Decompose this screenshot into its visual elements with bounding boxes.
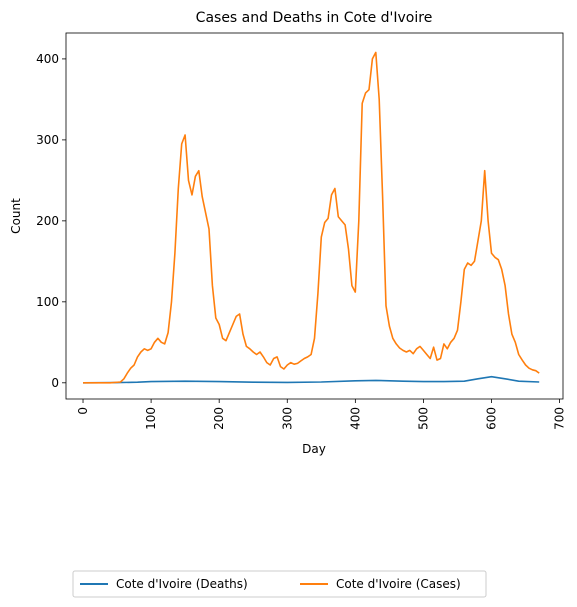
x-axis-label: Day <box>302 442 326 456</box>
legend: Cote d'Ivoire (Deaths) Cote d'Ivoire (Ca… <box>72 570 487 598</box>
chart-title: Cases and Deaths in Cote d'Ivoire <box>196 10 433 26</box>
y-tick-label: 400 <box>36 52 59 66</box>
x-tick-label: 600 <box>485 407 499 430</box>
y-axis-ticks: 0 100 200 300 400 <box>36 52 66 390</box>
series-layer <box>82 51 540 384</box>
series-line-0 <box>82 375 540 384</box>
y-tick-label: 100 <box>36 295 59 309</box>
legend-box <box>72 570 487 598</box>
legend-label-deaths: Cote d'Ivoire (Deaths) <box>116 577 248 591</box>
y-tick-label: 200 <box>36 214 59 228</box>
y-tick-label: 300 <box>36 133 59 147</box>
x-tick-label: 200 <box>212 407 226 430</box>
x-tick-label: 400 <box>348 407 362 430</box>
series-line-1 <box>83 51 540 384</box>
x-tick-label: 500 <box>416 407 430 430</box>
x-tick-label: 300 <box>280 407 294 430</box>
plot-frame <box>65 32 564 400</box>
legend-label-cases: Cote d'Ivoire (Cases) <box>336 577 461 591</box>
y-tick-label: 0 <box>51 376 59 390</box>
x-tick-label: 700 <box>553 407 567 430</box>
x-tick-label: 0 <box>76 407 90 415</box>
x-tick-label: 100 <box>144 407 158 430</box>
x-axis-ticks: 0 100 200 300 400 500 600 700 <box>76 399 567 430</box>
y-axis-label: Count <box>9 198 23 234</box>
